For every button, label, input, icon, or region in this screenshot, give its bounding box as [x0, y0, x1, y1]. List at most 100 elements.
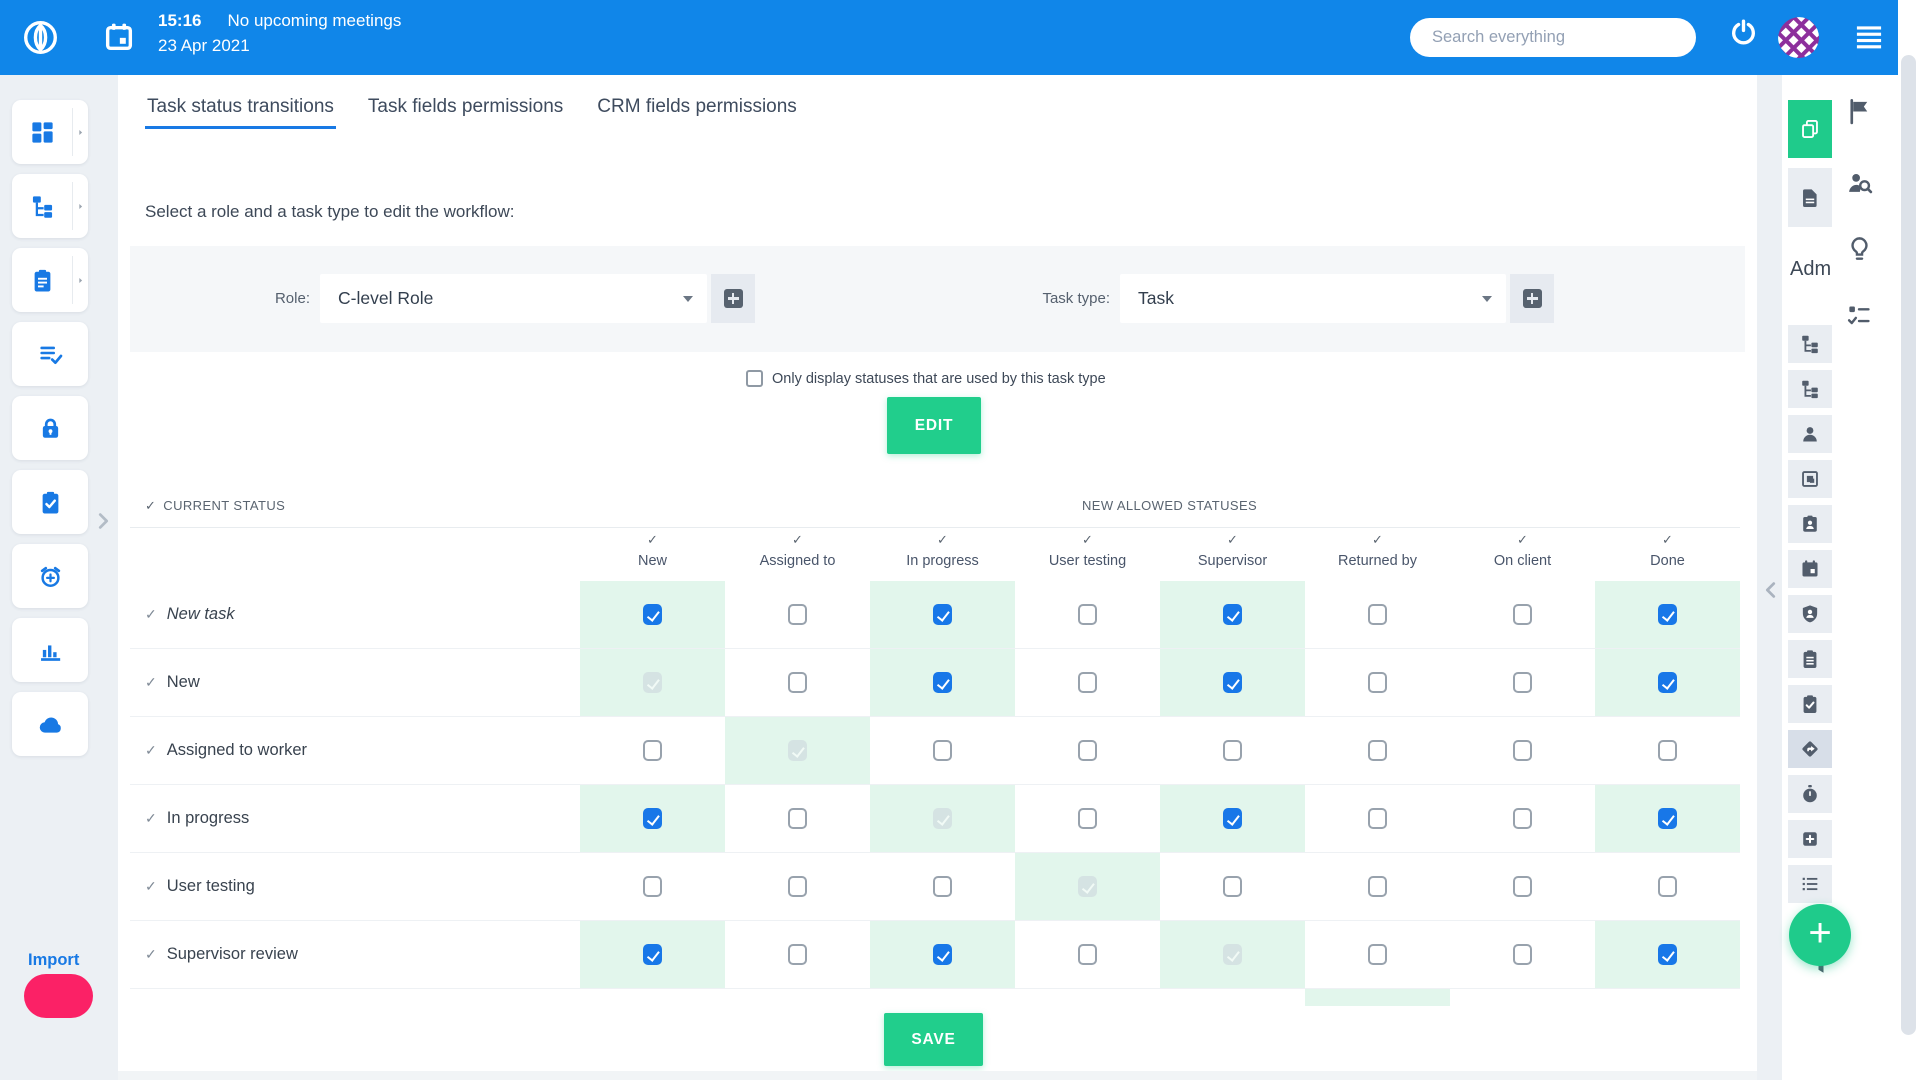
flyout-arrow-icon[interactable] — [72, 256, 88, 304]
matrix-checkbox[interactable] — [788, 944, 807, 965]
filter-checkbox[interactable] — [746, 370, 763, 387]
matrix-checkbox[interactable] — [1658, 740, 1677, 761]
rsb-button-customers[interactable] — [1788, 505, 1832, 543]
matrix-checkbox[interactable] — [1658, 808, 1677, 829]
matrix-checkbox[interactable] — [1513, 604, 1532, 625]
matrix-checkbox[interactable] — [1658, 944, 1677, 965]
matrix-checkbox[interactable] — [933, 604, 952, 625]
matrix-checkbox[interactable] — [643, 876, 662, 897]
role-select[interactable]: C-level Role — [320, 274, 707, 323]
matrix-checkbox[interactable] — [1078, 876, 1097, 897]
sidebar-item-tickets[interactable] — [12, 248, 88, 312]
matrix-checkbox[interactable] — [1223, 808, 1242, 829]
matrix-checkbox[interactable] — [1513, 808, 1532, 829]
matrix-checkbox[interactable] — [788, 808, 807, 829]
matrix-checkbox[interactable] — [1078, 944, 1097, 965]
save-button[interactable]: SAVE — [884, 1013, 983, 1066]
sidebar-item-tasks[interactable] — [12, 322, 88, 386]
matrix-checkbox[interactable] — [1078, 808, 1097, 829]
matrix-checkbox[interactable] — [1078, 604, 1097, 625]
matrix-checkbox[interactable] — [1368, 944, 1387, 965]
matrix-checkbox[interactable] — [933, 808, 952, 829]
rsb-button-structure-2[interactable] — [1788, 370, 1832, 408]
sidebar-item-approvals[interactable] — [12, 470, 88, 534]
tab-task-fields-permissions[interactable]: Task fields permissions — [367, 96, 564, 117]
matrix-checkbox[interactable] — [1658, 672, 1677, 693]
import-link[interactable]: Import — [28, 951, 80, 969]
rsb-button-workflows[interactable] — [1788, 730, 1832, 768]
sidebar-item-projects[interactable] — [12, 174, 88, 238]
avatar[interactable] — [1778, 17, 1819, 58]
chevron-left-icon[interactable] — [1760, 578, 1782, 602]
rsb-button-calendar[interactable] — [1788, 550, 1832, 588]
checklist-icon[interactable] — [1845, 301, 1874, 330]
sidebar-item-security[interactable] — [12, 396, 88, 460]
rsb-button-timers[interactable] — [1788, 775, 1832, 813]
sidebar-item-timesheets[interactable] — [12, 544, 88, 608]
rsb-button-add-items[interactable] — [1788, 820, 1832, 858]
vertical-scrollbar-thumb[interactable] — [1901, 55, 1916, 1035]
rsb-button-structure-1[interactable] — [1788, 325, 1832, 363]
matrix-checkbox[interactable] — [788, 672, 807, 693]
rsb-button-groups[interactable] — [1788, 460, 1832, 498]
tab-crm-fields-permissions[interactable]: CRM fields permissions — [597, 96, 797, 117]
matrix-checkbox[interactable] — [1368, 604, 1387, 625]
matrix-checkbox[interactable] — [1368, 672, 1387, 693]
rsb-button-documents[interactable] — [1788, 168, 1832, 227]
rsb-button-users[interactable] — [1788, 415, 1832, 453]
sidebar-item-dashboards[interactable] — [12, 100, 88, 164]
matrix-checkbox[interactable] — [1658, 876, 1677, 897]
vertical-scrollbar-track[interactable] — [1898, 0, 1920, 1080]
matrix-checkbox[interactable] — [1368, 808, 1387, 829]
rsb-button-boards[interactable] — [1788, 100, 1832, 158]
rsb-button-roles[interactable] — [1788, 595, 1832, 633]
edit-button[interactable]: EDIT — [887, 397, 981, 454]
matrix-checkbox[interactable] — [643, 672, 662, 693]
matrix-checkbox[interactable] — [643, 944, 662, 965]
matrix-checkbox[interactable] — [643, 808, 662, 829]
flyout-arrow-icon[interactable] — [72, 182, 88, 230]
power-icon[interactable] — [1728, 17, 1759, 48]
matrix-checkbox[interactable] — [1223, 944, 1242, 965]
search-input[interactable] — [1410, 18, 1696, 57]
matrix-checkbox[interactable] — [933, 672, 952, 693]
sidebar-item-analytics[interactable] — [12, 618, 88, 682]
matrix-checkbox[interactable] — [643, 604, 662, 625]
add-role-button[interactable] — [711, 274, 755, 323]
person-search-icon[interactable] — [1845, 168, 1874, 197]
matrix-checkbox[interactable] — [1223, 672, 1242, 693]
matrix-checkbox[interactable] — [1513, 944, 1532, 965]
task-type-select[interactable]: Task — [1120, 274, 1506, 323]
matrix-checkbox[interactable] — [1078, 740, 1097, 761]
rsb-button-forms[interactable] — [1788, 640, 1832, 678]
rsb-button-lists[interactable] — [1788, 865, 1832, 903]
rsb-button-tasks-admin[interactable] — [1788, 685, 1832, 723]
matrix-checkbox[interactable] — [933, 876, 952, 897]
matrix-checkbox[interactable] — [1513, 672, 1532, 693]
flyout-arrow-icon[interactable] — [72, 108, 88, 156]
menu-icon[interactable] — [1853, 23, 1885, 52]
matrix-checkbox[interactable] — [1658, 604, 1677, 625]
matrix-checkbox[interactable] — [1223, 876, 1242, 897]
sidebar-item-cloud[interactable] — [12, 692, 88, 756]
matrix-checkbox[interactable] — [1078, 672, 1097, 693]
matrix-checkbox[interactable] — [643, 740, 662, 761]
matrix-checkbox[interactable] — [1223, 604, 1242, 625]
tab-task-status-transitions[interactable]: Task status transitions — [145, 85, 336, 129]
matrix-checkbox[interactable] — [788, 604, 807, 625]
matrix-checkbox[interactable] — [788, 876, 807, 897]
matrix-checkbox[interactable] — [1513, 876, 1532, 897]
matrix-checkbox[interactable] — [788, 740, 807, 761]
horizontal-scrollbar[interactable] — [118, 1071, 1757, 1080]
matrix-checkbox[interactable] — [1223, 740, 1242, 761]
matrix-checkbox[interactable] — [933, 740, 952, 761]
flag-icon[interactable] — [1845, 97, 1874, 126]
matrix-checkbox[interactable] — [1368, 740, 1387, 761]
matrix-checkbox[interactable] — [1513, 740, 1532, 761]
matrix-checkbox[interactable] — [1368, 876, 1387, 897]
add-task-type-button[interactable] — [1510, 274, 1554, 323]
lightbulb-icon[interactable] — [1845, 235, 1874, 264]
chevron-right-icon[interactable] — [92, 508, 114, 534]
calendar-icon[interactable] — [102, 20, 136, 54]
add-fab-button[interactable]: + — [1789, 904, 1851, 966]
